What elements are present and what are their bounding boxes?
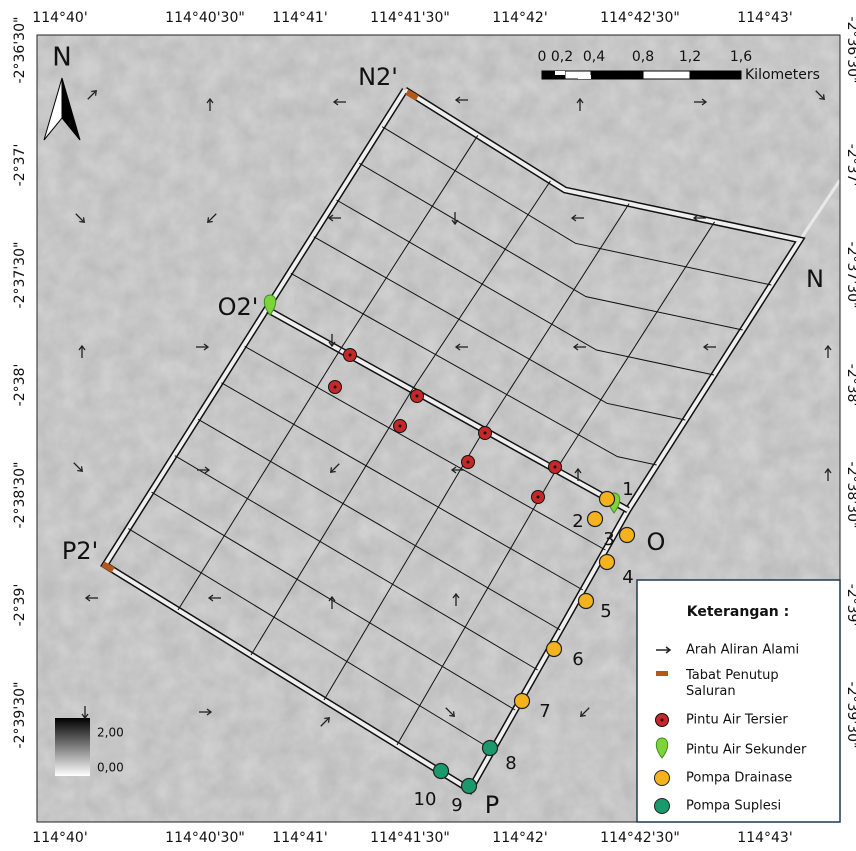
pompa-drainase bbox=[547, 642, 562, 657]
right-axis-label: -2°39' bbox=[844, 584, 856, 627]
left-axis-label: -2°38' bbox=[12, 364, 28, 407]
pump-label: 9 bbox=[451, 795, 462, 816]
right-axis-label: -2°37' bbox=[844, 144, 856, 187]
scale-unit: Kilometers bbox=[745, 67, 820, 83]
pump-label: 10 bbox=[414, 789, 437, 810]
pintu-tersier-dot bbox=[467, 461, 470, 464]
top-axis-label: 114°40' bbox=[32, 10, 87, 26]
pump-label: 1 bbox=[622, 479, 633, 500]
right-axis-label: -2°39'30" bbox=[844, 682, 856, 749]
bottom-axis-label: 114°42'30" bbox=[600, 830, 680, 846]
bottom-axis-label: 114°40'30" bbox=[165, 830, 245, 846]
pump-label: 4 bbox=[622, 567, 633, 588]
legend-suplesi bbox=[655, 799, 670, 814]
scale-tick: 0 bbox=[538, 49, 547, 65]
corner-label: O2' bbox=[218, 293, 259, 321]
left-axis-label: -2°36'30" bbox=[12, 17, 28, 84]
bottom-axis-label: 114°43' bbox=[737, 830, 792, 846]
pump-label: 5 bbox=[600, 601, 611, 622]
scale-segment bbox=[690, 71, 741, 79]
pompa-drainase bbox=[600, 492, 615, 507]
color-ramp bbox=[55, 718, 90, 776]
top-axis-label: 114°41' bbox=[272, 10, 327, 26]
scale-tick: 1,2 bbox=[679, 49, 701, 65]
right-axis-label: -2°36'30" bbox=[844, 17, 856, 84]
pump-label: 8 bbox=[505, 753, 516, 774]
scale-tick: 1,6 bbox=[730, 49, 752, 65]
pintu-tersier-dot bbox=[416, 395, 419, 398]
legend-tabat bbox=[656, 671, 668, 676]
pintu-tersier-dot bbox=[484, 432, 487, 435]
corner-label: O bbox=[647, 528, 666, 556]
left-axis-label: -2°39' bbox=[12, 584, 28, 627]
scale-tick: 0,2 bbox=[551, 49, 573, 65]
ramp-max: 2,00 bbox=[97, 726, 124, 740]
right-axis-label: -2°37'30" bbox=[844, 242, 856, 309]
right-axis-label: -2°38'30" bbox=[844, 462, 856, 529]
bottom-axis-label: 114°40' bbox=[32, 830, 87, 846]
pompa-suplesi bbox=[462, 779, 477, 794]
legend-item: Pompa Drainase bbox=[686, 771, 792, 786]
legend-item: Arah Aliran Alami bbox=[686, 643, 799, 658]
pompa-drainase bbox=[588, 512, 603, 527]
pompa-suplesi bbox=[434, 764, 449, 779]
pompa-drainase bbox=[515, 694, 530, 709]
top-axis-label: 114°41'30" bbox=[370, 10, 450, 26]
scale-tick: 0,4 bbox=[583, 49, 605, 65]
legend-item-line: Tabat Penutup bbox=[685, 668, 779, 683]
pump-label: 6 bbox=[572, 649, 583, 670]
bottom-axis-label: 114°41' bbox=[272, 830, 327, 846]
bottom-axis-label: 114°41'30" bbox=[370, 830, 450, 846]
corner-label: N bbox=[806, 265, 824, 293]
pintu-tersier-dot bbox=[334, 386, 337, 389]
corner-label: P bbox=[485, 791, 499, 819]
left-axis-label: -2°38'30" bbox=[12, 462, 28, 529]
pump-label: 7 bbox=[539, 701, 550, 722]
top-axis-label: 114°42'30" bbox=[600, 10, 680, 26]
legend-item: Pintu Air Sekunder bbox=[686, 743, 807, 758]
pintu-tersier-dot bbox=[537, 496, 540, 499]
map: 2,00 0,00 N 114°40' 114°40'30" 114°41' 114°… bbox=[0, 0, 856, 851]
scale-tick: 0,8 bbox=[632, 49, 654, 65]
top-axis-label: 114°42' bbox=[492, 10, 547, 26]
top-axis-label: 114°43' bbox=[737, 10, 792, 26]
legend-drainase bbox=[655, 771, 670, 786]
legend-item: Pompa Suplesi bbox=[686, 799, 781, 814]
corner-label: N2' bbox=[358, 63, 398, 91]
scale-segment bbox=[555, 71, 565, 75]
scale-segment bbox=[643, 71, 690, 79]
top-axis-label: 114°40'30" bbox=[165, 10, 245, 26]
corner-label: P2' bbox=[62, 537, 98, 565]
pompa-suplesi bbox=[483, 741, 498, 756]
pompa-drainase bbox=[620, 528, 635, 543]
legend-item-line: Saluran bbox=[686, 684, 736, 699]
north-label: N bbox=[52, 43, 71, 73]
legend-item: Pintu Air Tersier bbox=[686, 713, 788, 728]
pompa-drainase bbox=[579, 594, 594, 609]
scale-segment bbox=[578, 75, 591, 79]
scale-segment bbox=[591, 71, 643, 79]
legend-tersier-dot bbox=[661, 719, 664, 722]
legend-title: Keterangan : bbox=[687, 604, 790, 620]
pintu-tersier-dot bbox=[554, 466, 557, 469]
left-axis-label: -2°37' bbox=[12, 144, 28, 187]
pump-label: 3 bbox=[603, 529, 614, 550]
pump-label: 2 bbox=[572, 511, 583, 532]
left-axis-label: -2°37'30" bbox=[12, 242, 28, 309]
ramp-min: 0,00 bbox=[97, 761, 124, 775]
left-axis-label: -2°39'30" bbox=[12, 682, 28, 749]
pintu-tersier-dot bbox=[399, 425, 402, 428]
pintu-tersier-dot bbox=[349, 354, 352, 357]
right-axis-label: -2°38' bbox=[844, 364, 856, 407]
bottom-axis-label: 114°42' bbox=[492, 830, 547, 846]
pompa-drainase bbox=[600, 555, 615, 570]
